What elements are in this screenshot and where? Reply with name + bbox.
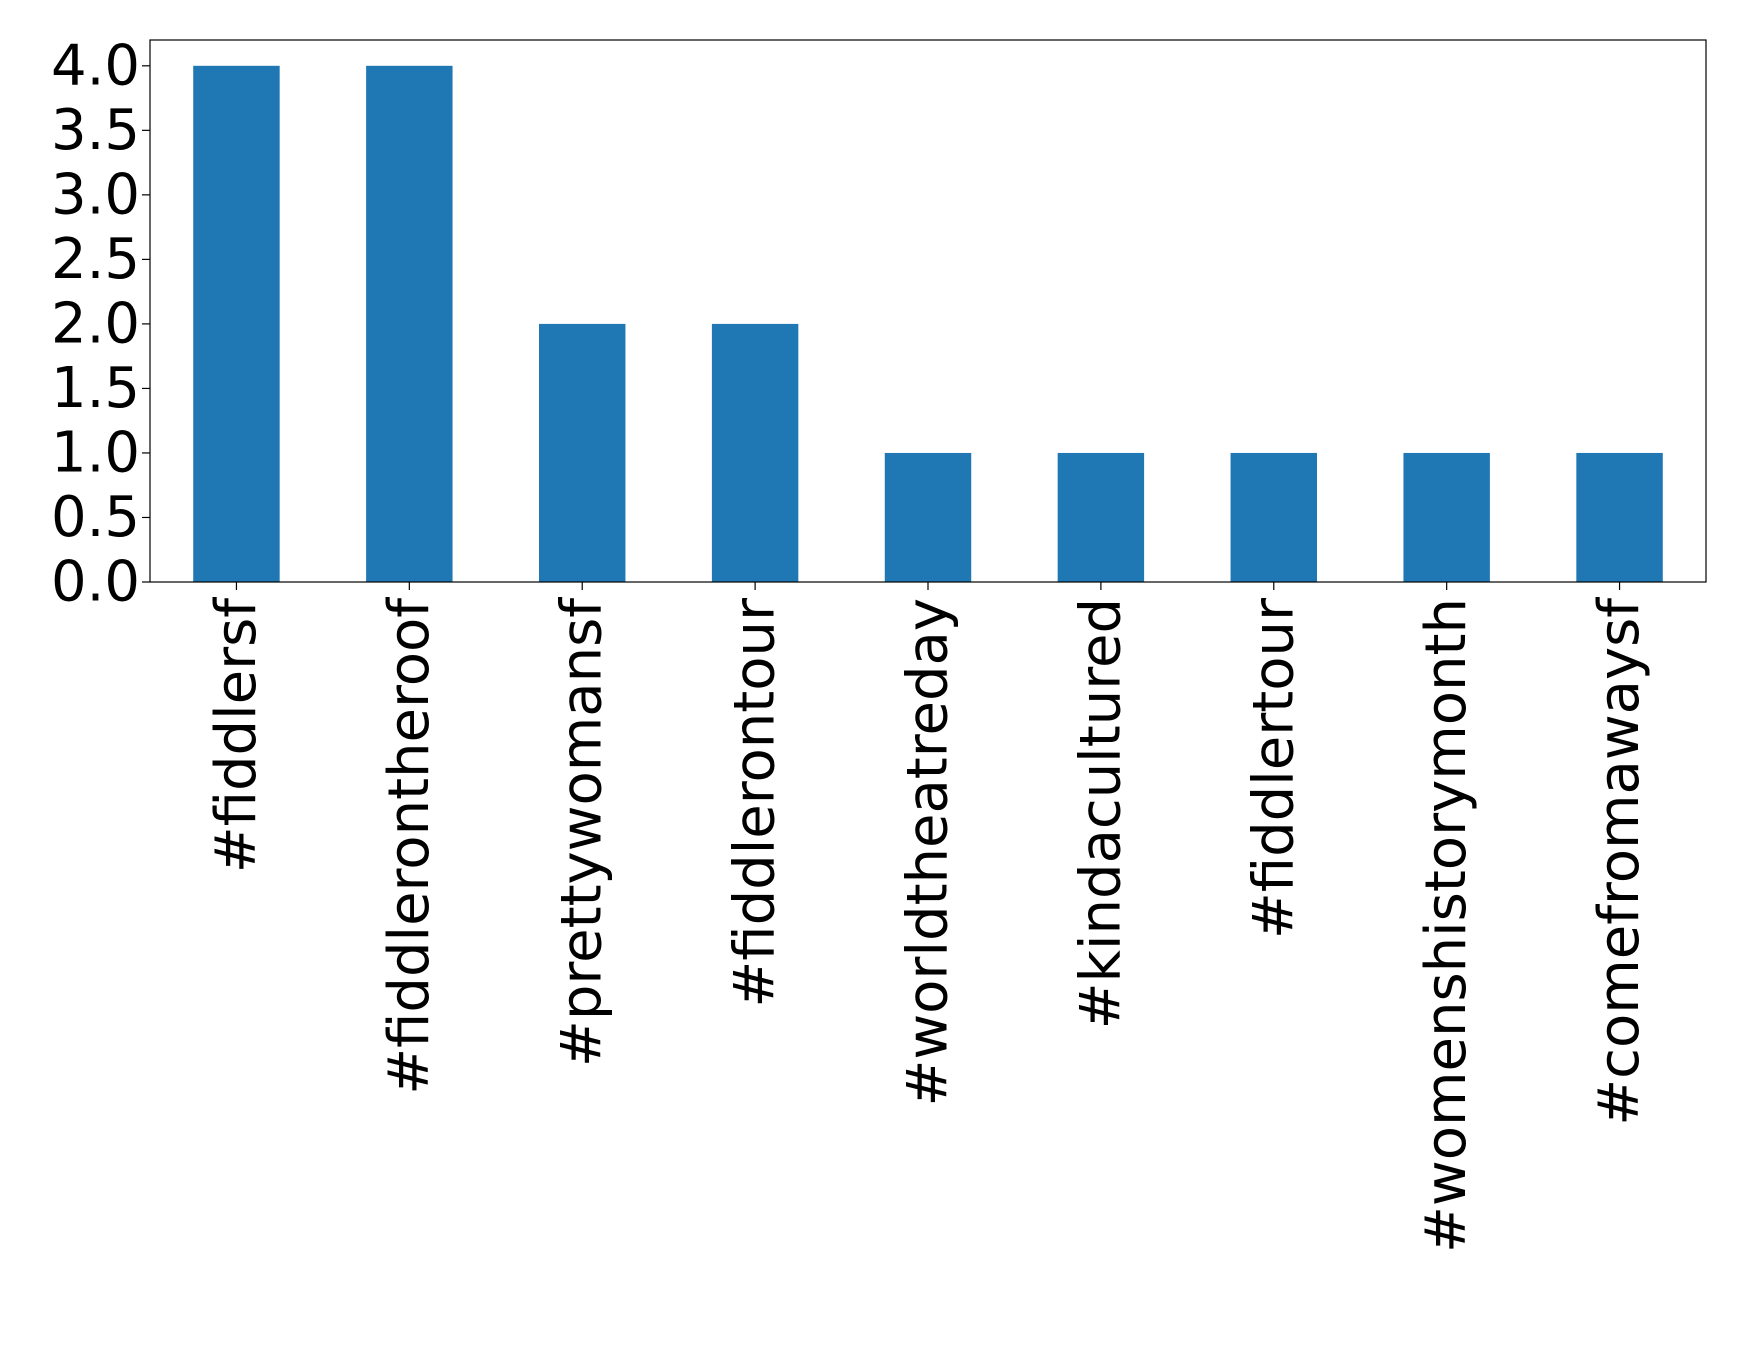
y-axis: 0.00.51.01.52.02.53.03.54.0 <box>51 33 150 615</box>
bar-womenshistorymonth <box>1403 452 1490 582</box>
y-tick-label: 3.0 <box>51 162 140 227</box>
y-tick-label: 0.5 <box>51 485 140 550</box>
bar-fiddlertour <box>1230 452 1317 582</box>
x-tick-label: #fiddlersf <box>204 597 269 874</box>
y-tick-label: 0.0 <box>51 550 140 615</box>
bar-worldtheatreday <box>884 452 972 582</box>
x-tick-label: #fiddlerontheroof <box>377 597 442 1095</box>
y-tick-label: 3.5 <box>51 98 140 163</box>
x-tick-label: #fiddlerontour <box>723 597 788 1008</box>
bar-fiddlerontheroof <box>366 65 453 583</box>
bar-comefromawaysf <box>1576 452 1663 582</box>
bar-fiddlerontour <box>711 323 799 582</box>
y-tick-label: 2.5 <box>51 227 140 292</box>
x-tick-label: #prettywomansf <box>550 597 615 1067</box>
bars-layer <box>193 65 1663 583</box>
y-tick-label: 1.0 <box>51 420 140 485</box>
bar-prettywomansf <box>539 323 626 582</box>
x-tick-label: #comefromawaysf <box>1587 597 1652 1126</box>
bar-fiddlersf <box>193 65 280 583</box>
y-tick-label: 2.0 <box>51 291 140 356</box>
bar-kindacultured <box>1057 452 1145 582</box>
x-axis: #fiddlersf #fiddlerontheroof #prettywomans… <box>204 582 1652 1253</box>
y-tick-label: 4.0 <box>51 33 140 98</box>
y-tick-label: 1.5 <box>51 356 140 421</box>
x-tick-label: #worldtheatreday <box>896 598 961 1107</box>
plot-frame <box>149 39 1707 583</box>
x-tick-label: #fiddlertour <box>1241 597 1306 939</box>
x-tick-label: #womenshistorymonth <box>1414 598 1479 1253</box>
x-tick-label: #kindacultured <box>1068 598 1133 1029</box>
